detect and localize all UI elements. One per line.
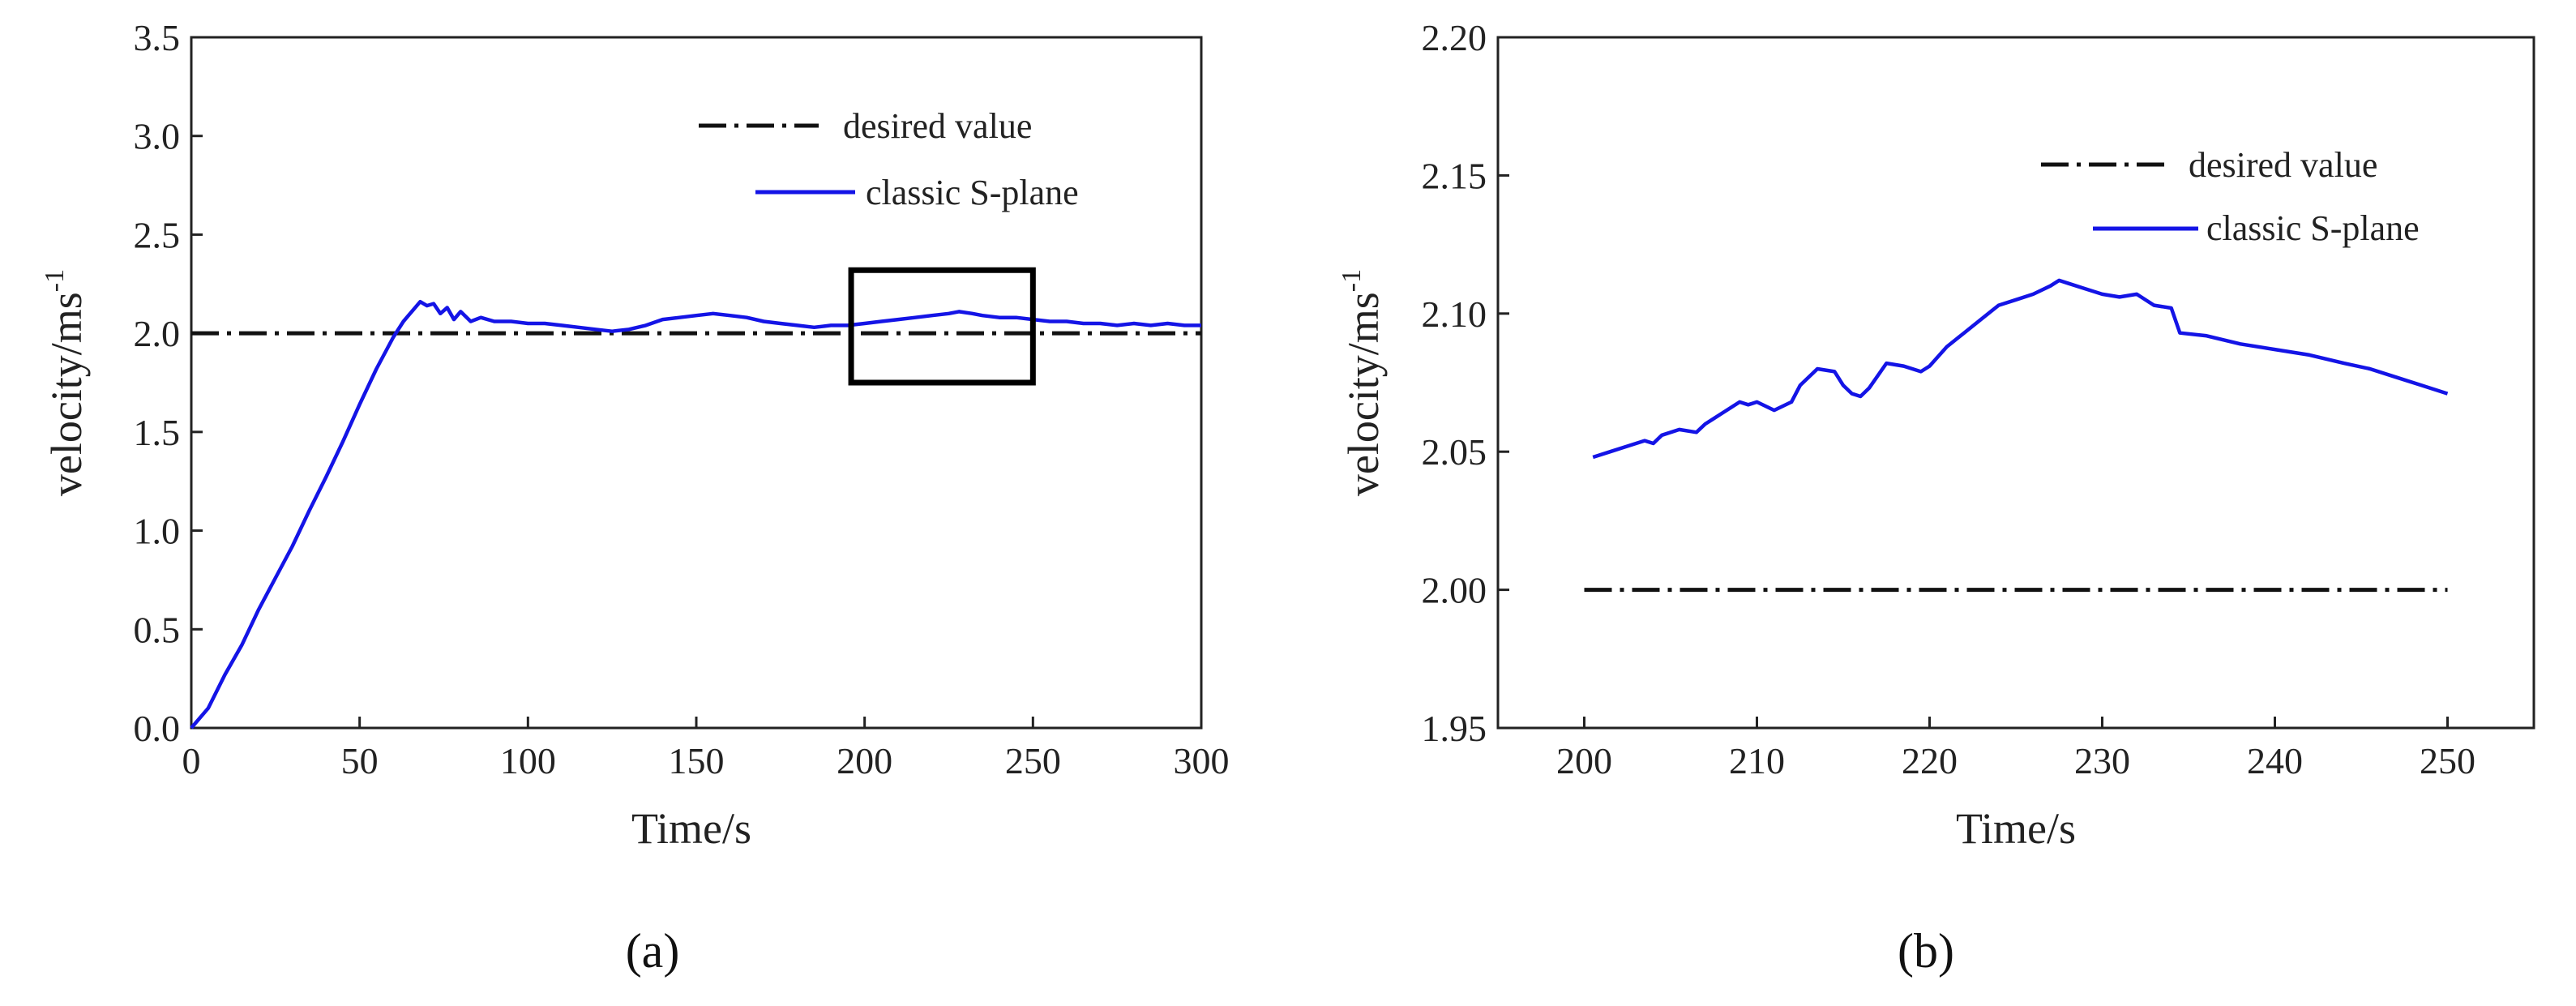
series-classic-s-plane-line xyxy=(190,299,1201,730)
legend-b: desired value classic S-plane xyxy=(2041,145,2420,248)
x-tick-label: 300 xyxy=(1174,740,1230,781)
y-tick-label: 2.10 xyxy=(1422,293,1487,335)
x-tick-label: 150 xyxy=(669,740,725,781)
y-tick-label: 2.00 xyxy=(1422,570,1487,611)
y-tick-label: 0.0 xyxy=(134,708,181,749)
a-series-group xyxy=(190,299,1201,730)
x-tick-label: 250 xyxy=(2420,740,2475,781)
plot-frame-b xyxy=(1496,36,2535,730)
y-axis-title-a-base: velocity/ms xyxy=(42,292,91,496)
x-tick-label: 50 xyxy=(341,740,379,781)
chart-panel-b: 200 210 220 230 240 250 1.95 2.00 2.05 2.10 2.15 2.… xyxy=(1337,17,2535,978)
b-series-group xyxy=(1584,278,2449,593)
y-axis-title-b-base: velocity/ms xyxy=(1339,292,1388,496)
x-tick-label: 210 xyxy=(1729,740,1785,781)
x-tick-label: 230 xyxy=(2074,740,2130,781)
y-axis-title-a: velocity/ms-1 xyxy=(40,269,91,496)
zoom-box xyxy=(848,267,1036,386)
legend-a: desired value classic S-plane xyxy=(699,106,1079,212)
y-axis-title-b: velocity/ms-1 xyxy=(1337,269,1388,496)
legend-a-classic-label: classic S-plane xyxy=(866,173,1079,212)
x-tick-label: 0 xyxy=(182,740,201,781)
x-tick-label: 250 xyxy=(1005,740,1061,781)
x-tick-label: 100 xyxy=(500,740,556,781)
chart-panel-a: 0 50 100 150 200 250 300 0.0 0.5 1.0 1.5 2.0 2.5 3.0 3… xyxy=(40,17,1230,978)
panel-label-b: (b) xyxy=(1898,924,1954,978)
legend-b-desired-label: desired value xyxy=(2189,145,2377,185)
y-tick-label: 1.95 xyxy=(1422,708,1487,749)
panel-label-a: (a) xyxy=(626,924,680,978)
x-axis-title-b: Time/s xyxy=(1956,804,2076,853)
y-tick-label: 1.0 xyxy=(134,511,181,552)
a-ticks: 0 50 100 150 200 250 300 0.0 0.5 1.0 1.5 2.0 2.5 3.0 3… xyxy=(134,17,1230,781)
y-axis-title-a-sup: -1 xyxy=(40,269,70,292)
y-tick-label: 2.15 xyxy=(1422,155,1487,196)
x-tick-label: 200 xyxy=(837,740,892,781)
b-ticks: 200 210 220 230 240 250 1.95 2.00 2.05 2.10 2.15 2.… xyxy=(1422,17,2476,781)
legend-b-classic-label: classic S-plane xyxy=(2206,208,2420,248)
y-tick-label: 2.20 xyxy=(1422,17,1487,58)
y-tick-label: 2.05 xyxy=(1422,431,1487,473)
x-tick-label: 240 xyxy=(2247,740,2303,781)
x-tick-label: 200 xyxy=(1556,740,1612,781)
x-axis-title-a: Time/s xyxy=(631,804,751,853)
y-tick-label: 2.0 xyxy=(134,313,181,354)
y-tick-label: 1.5 xyxy=(134,412,181,453)
y-tick-label: 3.5 xyxy=(134,17,181,58)
y-tick-label: 0.5 xyxy=(134,609,181,650)
x-tick-label: 220 xyxy=(1902,740,1958,781)
y-tick-label: 2.5 xyxy=(134,214,181,255)
y-tick-label: 3.0 xyxy=(134,116,181,157)
plot-frame-a xyxy=(190,36,1203,730)
legend-a-desired-label: desired value xyxy=(843,106,1032,146)
series-classic-s-plane-line xyxy=(1592,278,2449,460)
y-axis-title-b-sup: -1 xyxy=(1337,269,1367,292)
